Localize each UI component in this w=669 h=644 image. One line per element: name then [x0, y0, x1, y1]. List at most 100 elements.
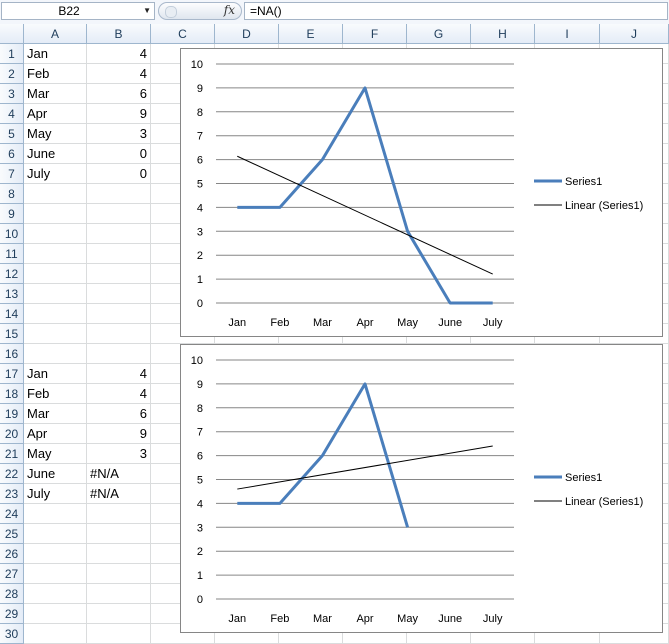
cell-b9[interactable] — [87, 204, 151, 224]
cell-a18[interactable]: Feb — [24, 384, 87, 404]
cell-a19[interactable]: Mar — [24, 404, 87, 424]
row-header-7[interactable]: 7 — [0, 164, 24, 184]
row-header-9[interactable]: 9 — [0, 204, 24, 224]
cell-a27[interactable] — [24, 564, 87, 584]
row-header-19[interactable]: 19 — [0, 404, 24, 424]
cell-a30[interactable] — [24, 624, 87, 644]
row-header-22[interactable]: 22 — [0, 464, 24, 484]
cell-a29[interactable] — [24, 604, 87, 624]
row-header-30[interactable]: 30 — [0, 624, 24, 644]
row-header-4[interactable]: 4 — [0, 104, 24, 124]
row-header-27[interactable]: 27 — [0, 564, 24, 584]
column-header-c[interactable]: C — [151, 24, 215, 44]
row-header-21[interactable]: 21 — [0, 444, 24, 464]
column-header-h[interactable]: H — [471, 24, 535, 44]
cell-a6[interactable]: June — [24, 144, 87, 164]
cell-a15[interactable] — [24, 324, 87, 344]
cell-b8[interactable] — [87, 184, 151, 204]
insert-function-icon[interactable]: fx — [223, 3, 235, 17]
cell-a3[interactable]: Mar — [24, 84, 87, 104]
row-header-2[interactable]: 2 — [0, 64, 24, 84]
row-header-15[interactable]: 15 — [0, 324, 24, 344]
cell-a20[interactable]: Apr — [24, 424, 87, 444]
cell-a2[interactable]: Feb — [24, 64, 87, 84]
column-header-i[interactable]: I — [535, 24, 600, 44]
cell-a4[interactable]: Apr — [24, 104, 87, 124]
select-all-corner[interactable] — [0, 24, 24, 44]
cell-a26[interactable] — [24, 544, 87, 564]
cell-a22[interactable]: June — [24, 464, 87, 484]
cell-b13[interactable] — [87, 284, 151, 304]
cell-b18[interactable]: 4 — [87, 384, 151, 404]
line-chart-2[interactable]: 0 1 2 3 4 5 6 7 8 9 10 Jan Feb Mar Apr May June July Serie… — [180, 344, 663, 633]
row-header-10[interactable]: 10 — [0, 224, 24, 244]
cell-b25[interactable] — [87, 524, 151, 544]
column-header-j[interactable]: J — [600, 24, 669, 44]
cell-b21[interactable]: 3 — [87, 444, 151, 464]
cell-b12[interactable] — [87, 264, 151, 284]
cell-b5[interactable]: 3 — [87, 124, 151, 144]
row-header-14[interactable]: 14 — [0, 304, 24, 324]
cell-a28[interactable] — [24, 584, 87, 604]
row-header-17[interactable]: 17 — [0, 364, 24, 384]
cell-b24[interactable] — [87, 504, 151, 524]
cell-a9[interactable] — [24, 204, 87, 224]
cell-b7[interactable]: 0 — [87, 164, 151, 184]
row-header-12[interactable]: 12 — [0, 264, 24, 284]
cell-a5[interactable]: May — [24, 124, 87, 144]
row-header-23[interactable]: 23 — [0, 484, 24, 504]
cell-b17[interactable]: 4 — [87, 364, 151, 384]
row-header-6[interactable]: 6 — [0, 144, 24, 164]
column-header-d[interactable]: D — [215, 24, 279, 44]
row-header-25[interactable]: 25 — [0, 524, 24, 544]
cell-a8[interactable] — [24, 184, 87, 204]
row-header-11[interactable]: 11 — [0, 244, 24, 264]
row-header-13[interactable]: 13 — [0, 284, 24, 304]
cell-a11[interactable] — [24, 244, 87, 264]
column-header-b[interactable]: B — [87, 24, 151, 44]
row-header-28[interactable]: 28 — [0, 584, 24, 604]
cell-a14[interactable] — [24, 304, 87, 324]
row-header-3[interactable]: 3 — [0, 84, 24, 104]
cell-a1[interactable]: Jan — [24, 44, 87, 64]
cell-b15[interactable] — [87, 324, 151, 344]
cell-a12[interactable] — [24, 264, 87, 284]
column-header-a[interactable]: A — [24, 24, 87, 44]
cell-a17[interactable]: Jan — [24, 364, 87, 384]
row-header-8[interactable]: 8 — [0, 184, 24, 204]
cell-a7[interactable]: July — [24, 164, 87, 184]
cell-b10[interactable] — [87, 224, 151, 244]
cell-a16[interactable] — [24, 344, 87, 364]
cell-b23[interactable]: #N/A — [87, 484, 151, 504]
cell-b6[interactable]: 0 — [87, 144, 151, 164]
cell-b16[interactable] — [87, 344, 151, 364]
cell-b2[interactable]: 4 — [87, 64, 151, 84]
cell-a21[interactable]: May — [24, 444, 87, 464]
line-chart-1[interactable]: 0 1 2 3 4 5 6 7 8 9 10 Jan Feb Mar Apr May June July Serie… — [180, 48, 663, 337]
cell-b30[interactable] — [87, 624, 151, 644]
cell-a25[interactable] — [24, 524, 87, 544]
row-header-26[interactable]: 26 — [0, 544, 24, 564]
row-header-29[interactable]: 29 — [0, 604, 24, 624]
column-header-f[interactable]: F — [343, 24, 407, 44]
cell-a23[interactable]: July — [24, 484, 87, 504]
cell-b20[interactable]: 9 — [87, 424, 151, 444]
cell-b19[interactable]: 6 — [87, 404, 151, 424]
row-header-5[interactable]: 5 — [0, 124, 24, 144]
cell-b1[interactable]: 4 — [87, 44, 151, 64]
cell-b3[interactable]: 6 — [87, 84, 151, 104]
row-header-1[interactable]: 1 — [0, 44, 24, 64]
cell-b11[interactable] — [87, 244, 151, 264]
chevron-down-icon[interactable]: ▼ — [143, 6, 151, 15]
cell-b14[interactable] — [87, 304, 151, 324]
cell-b29[interactable] — [87, 604, 151, 624]
column-header-e[interactable]: E — [279, 24, 343, 44]
row-header-16[interactable]: 16 — [0, 344, 24, 364]
cell-b27[interactable] — [87, 564, 151, 584]
cell-b28[interactable] — [87, 584, 151, 604]
formula-input[interactable]: =NA() — [244, 2, 668, 20]
cell-a10[interactable] — [24, 224, 87, 244]
cell-b4[interactable]: 9 — [87, 104, 151, 124]
resize-grip-icon[interactable] — [165, 6, 177, 18]
row-header-20[interactable]: 20 — [0, 424, 24, 444]
